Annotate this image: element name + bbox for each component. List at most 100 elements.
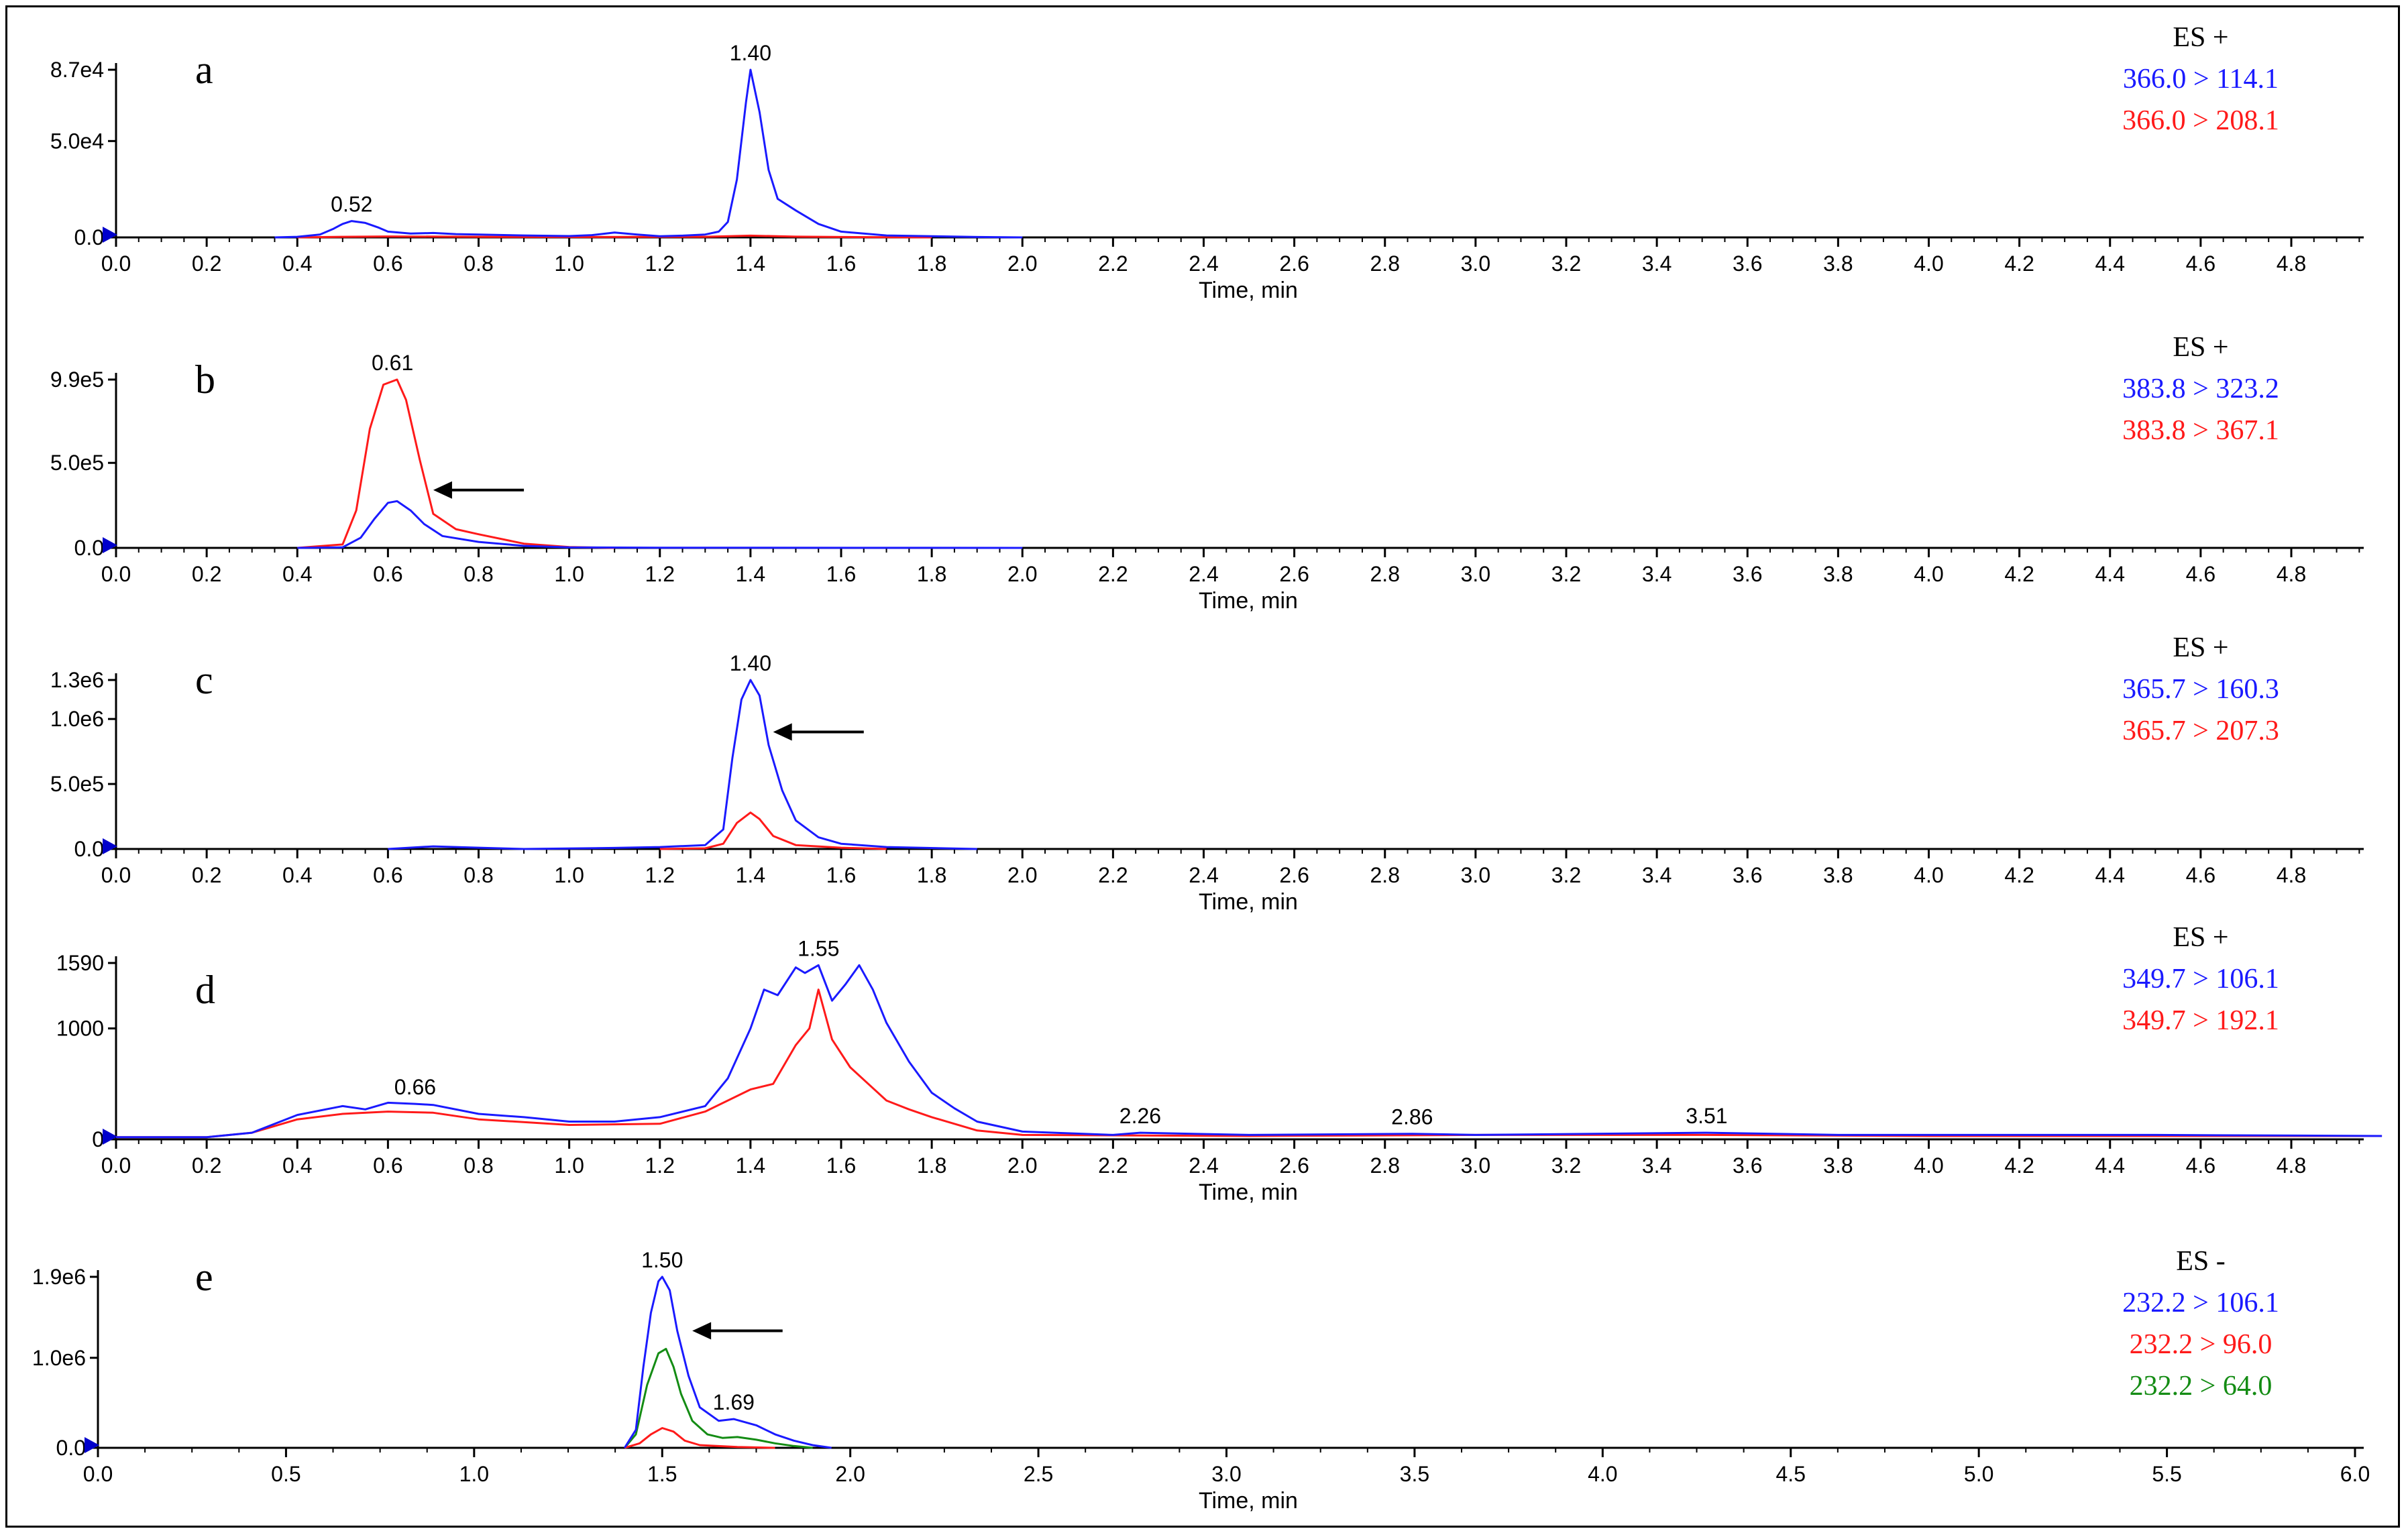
x-axis-title: Time, min	[1199, 1488, 1298, 1514]
x-tick-label: 3.0	[1461, 1153, 1490, 1178]
x-axis-title: Time, min	[1199, 588, 1298, 614]
legend-entry: 232.2 > 64.0	[2130, 1371, 2273, 1402]
x-tick-label: 4.5	[1776, 1462, 1806, 1486]
y-tick-label: 1.0e6	[50, 707, 104, 731]
x-tick-label: 1.8	[917, 251, 946, 276]
peak-label: 0.52	[331, 192, 372, 217]
x-tick-label: 3.2	[1551, 863, 1581, 887]
legend-entry: 349.7 > 106.1	[2122, 964, 2279, 994]
x-tick-label: 2.4	[1189, 1153, 1218, 1178]
peak-label: 2.86	[1391, 1105, 1433, 1129]
x-tick-label: 1.2	[645, 1153, 675, 1178]
y-tick-label: 0.0	[56, 1436, 86, 1460]
x-tick-label: 5.0	[1964, 1462, 1993, 1486]
x-tick-label: 0.6	[373, 562, 402, 586]
x-tick-label: 4.8	[2277, 562, 2306, 586]
x-tick-label: 4.8	[2277, 1153, 2306, 1178]
legend-entry: 366.0 > 114.1	[2123, 64, 2279, 95]
x-tick-label: 1.4	[736, 562, 765, 586]
x-tick-label: 1.0	[459, 1462, 489, 1486]
peak-label: 0.61	[372, 351, 413, 375]
arrow-head	[692, 1322, 712, 1340]
peak-label: 1.40	[730, 41, 771, 65]
x-tick-label: 1.8	[917, 863, 946, 887]
x-tick-label: 4.6	[2186, 251, 2215, 276]
x-tick-label: 2.8	[1370, 863, 1400, 887]
origin-marker	[85, 1437, 99, 1453]
x-axis-title: Time, min	[1199, 1180, 1298, 1205]
x-tick-label: 1.2	[645, 251, 675, 276]
panel-letter: a	[195, 48, 213, 92]
ion-mode-label: ES +	[2173, 632, 2228, 663]
x-tick-label: 4.0	[1588, 1462, 1617, 1486]
origin-marker	[103, 537, 117, 553]
x-tick-label: 4.0	[1914, 863, 1943, 887]
origin-marker	[103, 1129, 117, 1145]
series-line	[623, 1275, 832, 1449]
panel-letter: e	[195, 1255, 213, 1299]
series-line	[116, 988, 2383, 1139]
ion-mode-label: ES +	[2173, 22, 2228, 53]
x-tick-label: 3.4	[1642, 1153, 1672, 1178]
x-tick-label: 1.2	[645, 562, 675, 586]
x-tick-label: 0.8	[463, 1153, 493, 1178]
x-tick-label: 3.0	[1461, 251, 1490, 276]
x-tick-label: 0.6	[373, 863, 402, 887]
x-tick-label: 0.6	[373, 1153, 402, 1178]
x-tick-label: 0.4	[282, 863, 312, 887]
series-line	[297, 234, 932, 239]
x-tick-label: 5.5	[2152, 1462, 2181, 1486]
x-tick-label: 4.8	[2277, 863, 2306, 887]
x-tick-label: 3.8	[1823, 863, 1853, 887]
x-tick-label: 2.0	[835, 1462, 865, 1486]
x-tick-label: 1.4	[736, 863, 765, 887]
peak-label: 1.50	[641, 1248, 683, 1272]
panel-letter: d	[195, 968, 215, 1012]
y-tick-label: 1000	[56, 1017, 104, 1041]
x-tick-label: 2.2	[1098, 562, 1128, 586]
y-tick-label: 1590	[56, 951, 104, 975]
x-tick-label: 3.6	[1733, 562, 1762, 586]
x-tick-label: 4.2	[2004, 251, 2034, 276]
figure-frame: 0.0 0.2 0.4 0.6 0.8 1.0 1.2 1.4 1.6 1.8 2.0 2.2 2.4 2…	[5, 5, 2400, 1528]
x-tick-label: 4.2	[2004, 1153, 2034, 1178]
x-tick-label: 0.0	[101, 251, 131, 276]
ion-mode-label: ES +	[2173, 922, 2228, 953]
x-tick-label: 1.8	[917, 1153, 946, 1178]
y-tick-label: 0.0	[74, 536, 104, 560]
x-tick-label: 0.0	[83, 1462, 113, 1486]
x-tick-label: 6.0	[2340, 1462, 2370, 1486]
x-tick-label: 4.0	[1914, 1153, 1943, 1178]
x-tick-label: 1.4	[736, 251, 765, 276]
series-line	[659, 811, 887, 850]
x-tick-label: 1.6	[826, 251, 856, 276]
y-tick-label: 1.0e6	[32, 1346, 86, 1370]
origin-marker	[103, 838, 117, 854]
x-tick-label: 3.6	[1733, 863, 1762, 887]
x-tick-label: 4.4	[2095, 251, 2125, 276]
x-tick-label: 2.6	[1279, 251, 1309, 276]
y-tick-label: 0	[92, 1127, 104, 1151]
x-tick-label: 3.8	[1823, 1153, 1853, 1178]
x-tick-label: 2.5	[1024, 1462, 1053, 1486]
x-tick-label: 4.0	[1914, 251, 1943, 276]
x-tick-label: 4.4	[2095, 562, 2125, 586]
x-tick-label: 3.6	[1733, 1153, 1762, 1178]
x-tick-label: 2.8	[1370, 251, 1400, 276]
x-tick-label: 2.8	[1370, 1153, 1400, 1178]
series-line	[297, 500, 1023, 549]
x-tick-label: 4.2	[2004, 562, 2034, 586]
x-tick-label: 0.2	[192, 863, 221, 887]
x-tick-label: 0.8	[463, 251, 493, 276]
x-tick-label: 0.2	[192, 251, 221, 276]
x-tick-label: 3.0	[1461, 863, 1490, 887]
legend-entry: 366.0 > 208.1	[2122, 105, 2279, 136]
x-tick-label: 2.0	[1007, 562, 1037, 586]
x-tick-label: 3.2	[1551, 251, 1581, 276]
y-tick-label: 5.0e4	[50, 129, 104, 153]
x-tick-label: 2.4	[1189, 863, 1218, 887]
arrow-head	[433, 481, 452, 499]
x-tick-label: 2.0	[1007, 863, 1037, 887]
peak-label: 1.55	[798, 936, 839, 960]
x-tick-label: 3.4	[1642, 863, 1672, 887]
